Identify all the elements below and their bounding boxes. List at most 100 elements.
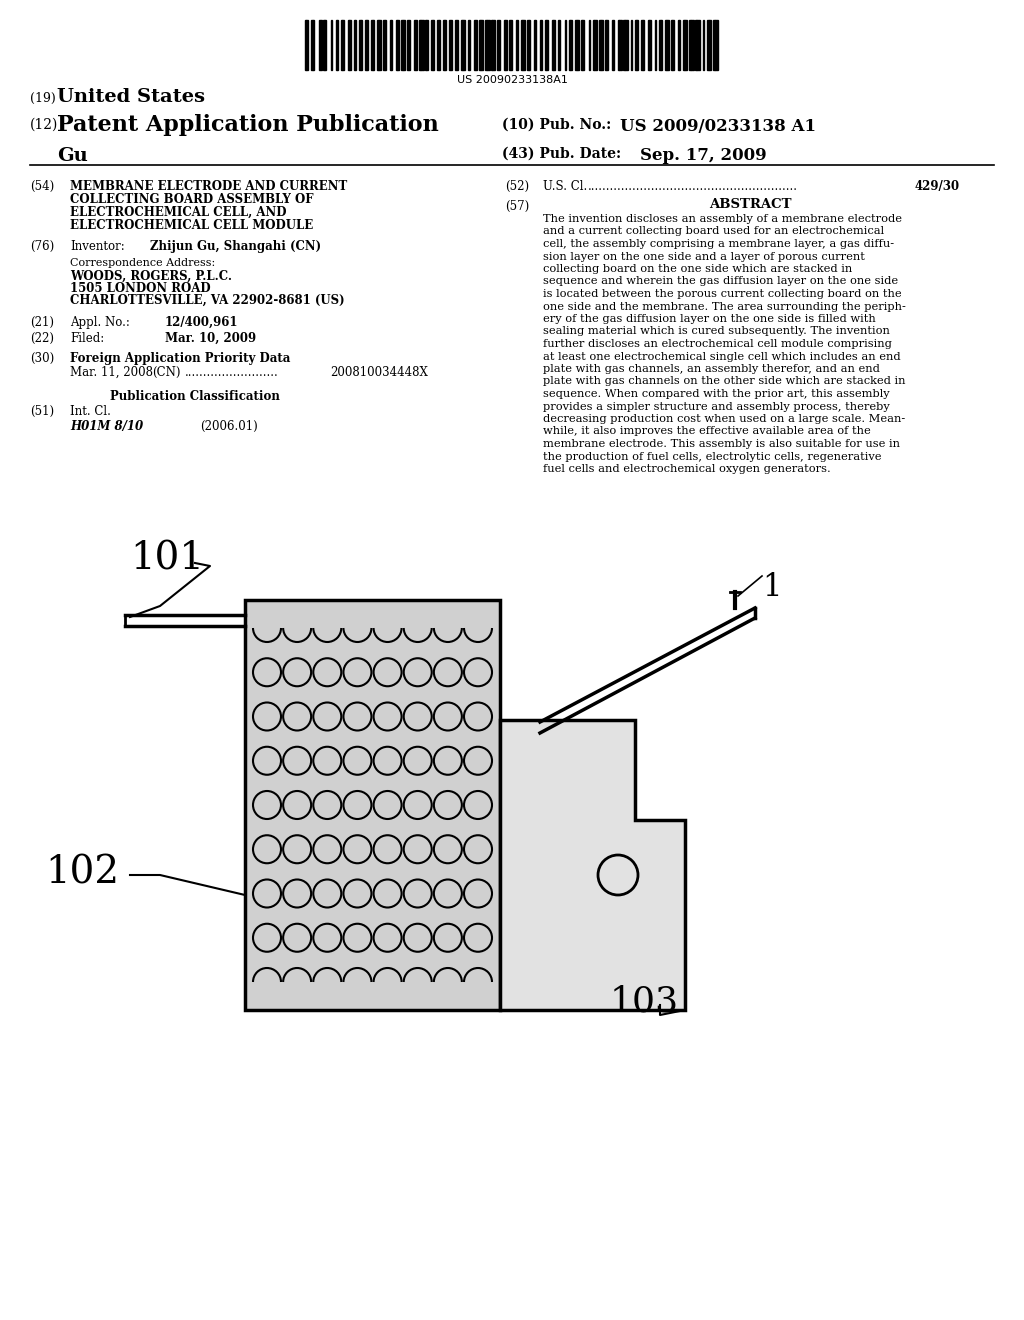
Text: 1505 LONDON ROAD: 1505 LONDON ROAD [70, 282, 211, 294]
Bar [659, 20, 662, 70]
Text: is located between the porous current collecting board on the: is located between the porous current co… [543, 289, 901, 300]
Bar [311, 20, 313, 70]
Bar [715, 20, 718, 70]
Bar [463, 20, 465, 70]
Text: (10) Pub. No.:: (10) Pub. No.: [502, 117, 611, 132]
Text: H01M 8/10: H01M 8/10 [70, 420, 143, 433]
Text: decreasing production cost when used on a large scale. Mean-: decreasing production cost when used on … [543, 414, 905, 424]
Bar [371, 20, 373, 70]
Text: (76): (76) [30, 240, 54, 253]
Bar [575, 20, 577, 70]
Text: (CN): (CN) [152, 366, 180, 379]
Text: sequence. When compared with the prior art, this assembly: sequence. When compared with the prior a… [543, 389, 890, 399]
Text: 103: 103 [610, 985, 679, 1019]
Bar [474, 20, 477, 70]
Bar [558, 20, 560, 70]
Text: Mar. 10, 2009: Mar. 10, 2009 [165, 333, 256, 345]
Bar [649, 20, 651, 70]
Bar [667, 20, 669, 70]
Bar [403, 20, 406, 70]
Text: while, it also improves the effective available area of the: while, it also improves the effective av… [543, 426, 870, 437]
Text: 200810034448X: 200810034448X [330, 366, 428, 379]
Text: ery of the gas diffusion layer on the one side is filled with: ery of the gas diffusion layer on the on… [543, 314, 876, 323]
Bar [612, 20, 614, 70]
Bar [485, 20, 487, 70]
Text: fuel cells and electrochemical oxygen generators.: fuel cells and electrochemical oxygen ge… [543, 465, 830, 474]
Text: COLLECTING BOARD ASSEMBLY OF: COLLECTING BOARD ASSEMBLY OF [70, 193, 313, 206]
Text: (12): (12) [30, 117, 58, 132]
Bar [397, 20, 399, 70]
Text: (19): (19) [30, 92, 55, 106]
Text: The invention discloses an assembly of a membrane electrode: The invention discloses an assembly of a… [543, 214, 902, 224]
Text: cell, the assembly comprising a membrane layer, a gas diffu-: cell, the assembly comprising a membrane… [543, 239, 894, 249]
Text: Inventor:: Inventor: [70, 240, 125, 253]
Text: sealing material which is cured subsequently. The invention: sealing material which is cured subseque… [543, 326, 890, 337]
Bar [707, 20, 709, 70]
Bar [509, 20, 512, 70]
Text: ........................................................: ........................................… [588, 180, 798, 193]
Bar [342, 20, 344, 70]
Text: CHARLOTTESVILLE, VA 22902-8681 (US): CHARLOTTESVILLE, VA 22902-8681 (US) [70, 294, 345, 308]
Bar [401, 20, 403, 70]
Bar [689, 20, 691, 70]
Bar [481, 20, 483, 70]
Bar [713, 20, 715, 70]
Text: further discloses an electrochemical cell module comprising: further discloses an electrochemical cel… [543, 339, 892, 348]
Bar [527, 20, 529, 70]
Text: Mar. 11, 2008: Mar. 11, 2008 [70, 366, 153, 379]
Text: plate with gas channels on the other side which are stacked in: plate with gas channels on the other sid… [543, 376, 905, 387]
Text: plate with gas channels, an assembly therefor, and an end: plate with gas channels, an assembly the… [543, 364, 880, 374]
Text: membrane electrode. This assembly is also suitable for use in: membrane electrode. This assembly is als… [543, 440, 900, 449]
Bar [426, 20, 428, 70]
Text: US 2009/0233138 A1: US 2009/0233138 A1 [620, 117, 816, 135]
Bar [492, 20, 495, 70]
Text: (43) Pub. Date:: (43) Pub. Date: [502, 147, 622, 161]
Text: Foreign Application Priority Data: Foreign Application Priority Data [70, 352, 291, 366]
Bar [599, 20, 601, 70]
Bar [516, 20, 518, 70]
Text: Correspondence Address:: Correspondence Address: [70, 257, 215, 268]
Text: (22): (22) [30, 333, 54, 345]
Bar [606, 20, 608, 70]
Text: ABSTRACT: ABSTRACT [709, 198, 792, 211]
Text: ELECTROCHEMICAL CELL, AND: ELECTROCHEMICAL CELL, AND [70, 206, 287, 219]
Bar [685, 20, 687, 70]
Bar [577, 20, 579, 70]
Text: United States: United States [57, 88, 205, 106]
Text: sequence and wherein the gas diffusion layer on the one side: sequence and wherein the gas diffusion l… [543, 276, 898, 286]
Text: (57): (57) [505, 201, 529, 213]
Bar [709, 20, 711, 70]
Bar [449, 20, 452, 70]
Bar [407, 20, 410, 70]
Text: US 20090233138A1: US 20090233138A1 [457, 75, 567, 84]
Bar [349, 20, 351, 70]
Bar [306, 20, 308, 70]
Bar [523, 20, 525, 70]
Bar [540, 20, 542, 70]
Text: Sep. 17, 2009: Sep. 17, 2009 [640, 147, 767, 164]
Bar [431, 20, 433, 70]
Text: (2006.01): (2006.01) [200, 420, 258, 433]
Text: at least one electrochemical single cell which includes an end: at least one electrochemical single cell… [543, 351, 901, 362]
Bar [359, 20, 361, 70]
Bar [618, 20, 622, 70]
Text: Zhijun Gu, Shangahi (CN): Zhijun Gu, Shangahi (CN) [150, 240, 322, 253]
Bar [625, 20, 628, 70]
Text: MEMBRANE ELECTRODE AND CURRENT: MEMBRANE ELECTRODE AND CURRENT [70, 180, 347, 193]
Text: one side and the membrane. The area surrounding the periph-: one side and the membrane. The area surr… [543, 301, 906, 312]
Text: 101: 101 [130, 540, 204, 577]
Bar [623, 20, 625, 70]
Bar [594, 20, 597, 70]
Text: and a current collecting board used for an electrochemical: and a current collecting board used for … [543, 227, 884, 236]
Bar [672, 20, 674, 70]
Bar [497, 20, 500, 70]
Text: the production of fuel cells, electrolytic cells, regenerative: the production of fuel cells, electrolyt… [543, 451, 882, 462]
Bar [505, 20, 507, 70]
Text: ELECTROCHEMICAL CELL MODULE: ELECTROCHEMICAL CELL MODULE [70, 219, 313, 232]
Text: 1: 1 [762, 572, 781, 603]
Bar [691, 20, 694, 70]
Text: 429/30: 429/30 [914, 180, 961, 193]
Bar [421, 20, 424, 70]
Text: (30): (30) [30, 352, 54, 366]
Bar [437, 20, 439, 70]
